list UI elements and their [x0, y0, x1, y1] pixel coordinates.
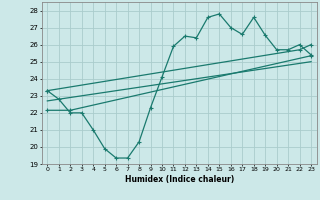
X-axis label: Humidex (Indice chaleur): Humidex (Indice chaleur) — [124, 175, 234, 184]
